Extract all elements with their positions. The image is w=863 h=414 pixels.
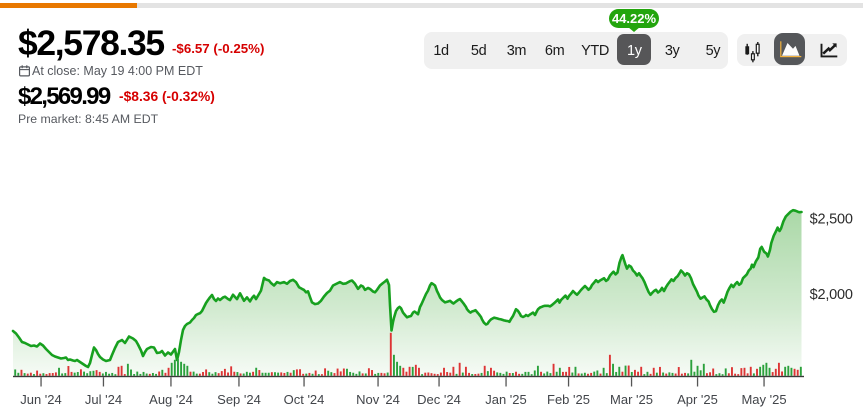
- svg-text:Oct '24: Oct '24: [284, 392, 325, 407]
- svg-text:May '25: May '25: [741, 392, 786, 407]
- svg-text:Apr '25: Apr '25: [677, 392, 718, 407]
- svg-text:Jan '25: Jan '25: [485, 392, 527, 407]
- svg-text:Jul '24: Jul '24: [85, 392, 122, 407]
- svg-text:$2,000: $2,000: [810, 287, 853, 303]
- svg-text:Nov '24: Nov '24: [356, 392, 400, 407]
- svg-text:$2,500: $2,500: [810, 211, 853, 227]
- svg-text:Feb '25: Feb '25: [547, 392, 590, 407]
- svg-text:Jun '24: Jun '24: [20, 392, 62, 407]
- svg-text:Sep '24: Sep '24: [217, 392, 261, 407]
- svg-text:Mar '25: Mar '25: [610, 392, 653, 407]
- svg-text:Dec '24: Dec '24: [417, 392, 461, 407]
- svg-text:Aug '24: Aug '24: [149, 392, 193, 407]
